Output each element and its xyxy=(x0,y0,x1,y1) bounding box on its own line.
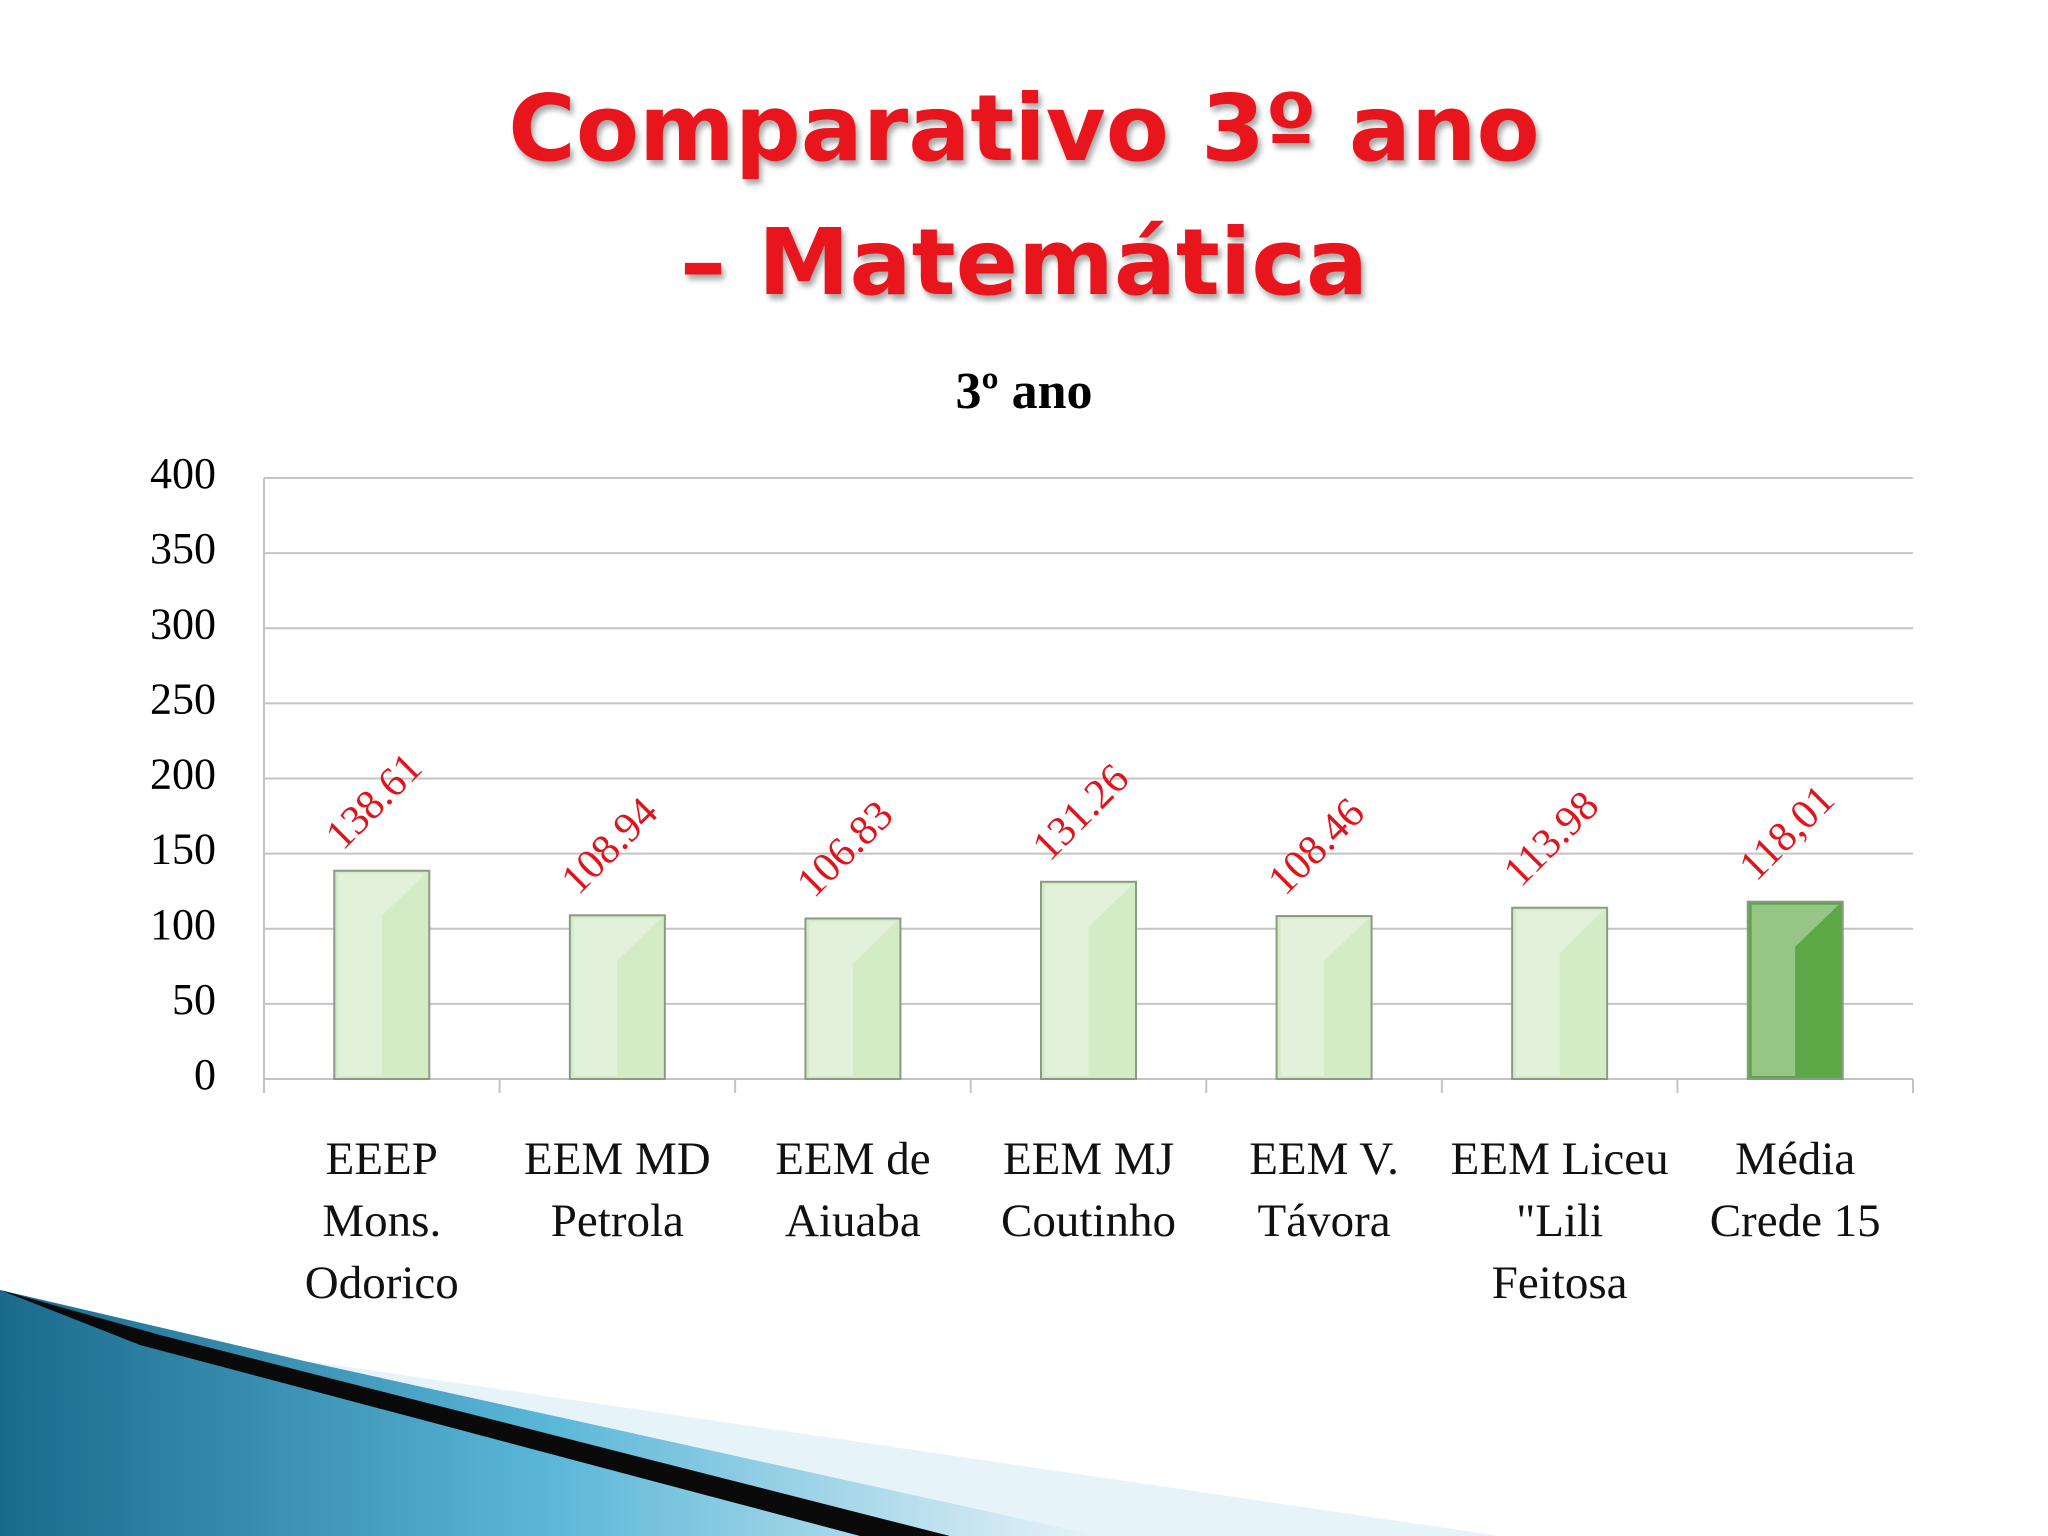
y-tick-label: 300 xyxy=(150,599,216,648)
value-label: 138.61 xyxy=(317,744,431,858)
x-tick-label: EEM de Aiuaba xyxy=(775,1133,931,1247)
bar xyxy=(568,914,666,1080)
bar xyxy=(1511,906,1609,1080)
slide-title: Comparativo 3º ano – Matemática xyxy=(508,75,1540,316)
bar xyxy=(804,917,902,1080)
x-tick-label: EEM MJ Coutinho xyxy=(1001,1133,1176,1247)
bar xyxy=(1040,880,1137,1081)
bar xyxy=(1275,915,1373,1081)
decor-swoosh-light xyxy=(300,1360,1500,1536)
value-label: 131.26 xyxy=(1024,755,1138,869)
bar-bevel xyxy=(1751,904,1839,1076)
bar-bevel xyxy=(338,873,426,1076)
value-label: 108.94 xyxy=(553,789,667,903)
bar-bevel xyxy=(1280,919,1368,1076)
x-tick-label: EEM MD Petrola xyxy=(523,1133,711,1247)
decor-swoosh xyxy=(0,1290,1100,1536)
bar-bevel xyxy=(573,918,661,1076)
bar xyxy=(333,869,431,1080)
bar-bevel xyxy=(1516,910,1604,1076)
y-tick-label: 150 xyxy=(150,825,216,874)
value-label: 106.83 xyxy=(788,792,902,906)
y-tick-label: 400 xyxy=(150,449,216,498)
y-tick-label: 0 xyxy=(194,1050,216,1099)
y-tick-label: 100 xyxy=(150,900,216,949)
value-label: 113.98 xyxy=(1495,783,1608,896)
x-tick-label: EEM V. Távora xyxy=(1249,1133,1399,1247)
y-tick-label: 200 xyxy=(150,750,216,799)
bar xyxy=(1746,900,1844,1081)
y-tick-label: 250 xyxy=(150,674,216,723)
y-tick-label: 350 xyxy=(150,524,216,573)
bar-bevel xyxy=(809,921,897,1076)
value-label: 108.46 xyxy=(1259,790,1373,904)
chart-subtitle: 3º ano xyxy=(955,363,1093,420)
bar-bevel xyxy=(1045,884,1132,1076)
x-tick-label: EEEP Mons. Odorico xyxy=(304,1133,459,1309)
x-tick-label: Média Crede 15 xyxy=(1709,1133,1881,1247)
y-tick-label: 50 xyxy=(172,975,216,1024)
x-tick-label: EEM Liceu "Lili Feitosa xyxy=(1450,1133,1669,1309)
value-label: 118,01 xyxy=(1731,776,1844,889)
